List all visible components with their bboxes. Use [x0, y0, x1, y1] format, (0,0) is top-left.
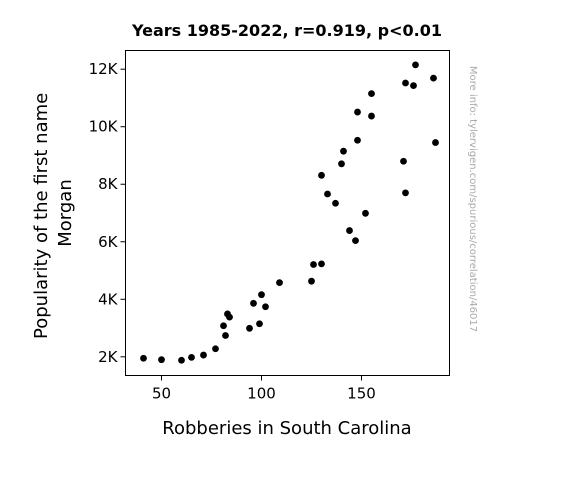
- scatter-point: [310, 261, 317, 268]
- scatter-point: [318, 260, 325, 268]
- y-tick-label: 8K: [98, 175, 119, 193]
- scatter-point: [362, 209, 369, 217]
- scatter-point: [340, 147, 347, 155]
- scatter-point: [262, 303, 269, 311]
- scatter-point: [188, 353, 195, 361]
- chart-title: Years 1985-2022, r=0.919, p<0.01: [131, 21, 442, 40]
- scatter-point: [402, 79, 409, 87]
- y-tick-label: 12K: [89, 60, 119, 78]
- scatter-point: [226, 313, 233, 321]
- scatter-point: [352, 237, 359, 245]
- scatter-point: [158, 356, 165, 364]
- y-axis-ticks: 2K 4K 6K 8K 10K 12K: [89, 60, 126, 366]
- watermark-source-text: More info: tylervigen.com/spurious/corre…: [467, 66, 478, 332]
- scatter-point: [324, 190, 331, 198]
- scatter-point: [220, 322, 227, 330]
- scatter-point: [276, 279, 283, 287]
- scatter-point: [338, 160, 345, 168]
- scatter-point: [368, 112, 375, 120]
- y-axis-label-line-2: Morgan: [55, 179, 76, 247]
- x-tick-label: 150: [347, 385, 376, 403]
- scatter-point: [250, 299, 257, 307]
- scatter-point: [200, 351, 207, 359]
- scatter-point: [332, 199, 339, 207]
- scatter-point: [308, 277, 315, 285]
- data-points: [140, 61, 439, 364]
- scatter-point: [140, 354, 147, 362]
- y-axis-label: Popularity of the first name Morgan: [31, 87, 76, 339]
- scatter-point: [256, 320, 263, 328]
- scatter-point: [178, 356, 185, 364]
- x-axis-label: Robberies in South Carolina: [162, 418, 411, 439]
- x-tick-label: 100: [247, 385, 276, 403]
- scatter-point: [346, 227, 353, 234]
- y-tick-label: 4K: [98, 290, 119, 308]
- scatter-point: [354, 108, 361, 116]
- scatter-point: [402, 189, 409, 197]
- scatter-point: [258, 291, 265, 299]
- scatter-point: [368, 90, 375, 98]
- x-axis-ticks: 50 100 150: [152, 375, 376, 403]
- scatter-point: [400, 157, 407, 165]
- scatter-point: [222, 332, 229, 339]
- scatter-point: [354, 136, 361, 144]
- y-tick-label: 10K: [89, 118, 119, 136]
- y-axis-label-line-1: Popularity of the first name: [31, 93, 52, 339]
- scatter-point: [410, 82, 417, 89]
- scatter-point: [318, 171, 325, 179]
- scatter-point: [246, 324, 253, 332]
- scatter-point: [412, 61, 419, 69]
- scatter-point: [432, 139, 439, 146]
- y-tick-label: 6K: [98, 233, 119, 251]
- scatter-point: [430, 74, 437, 82]
- plot-area: [125, 50, 450, 376]
- x-tick-label: 50: [152, 385, 171, 403]
- y-tick-label: 2K: [98, 348, 119, 366]
- scatter-point: [212, 345, 219, 353]
